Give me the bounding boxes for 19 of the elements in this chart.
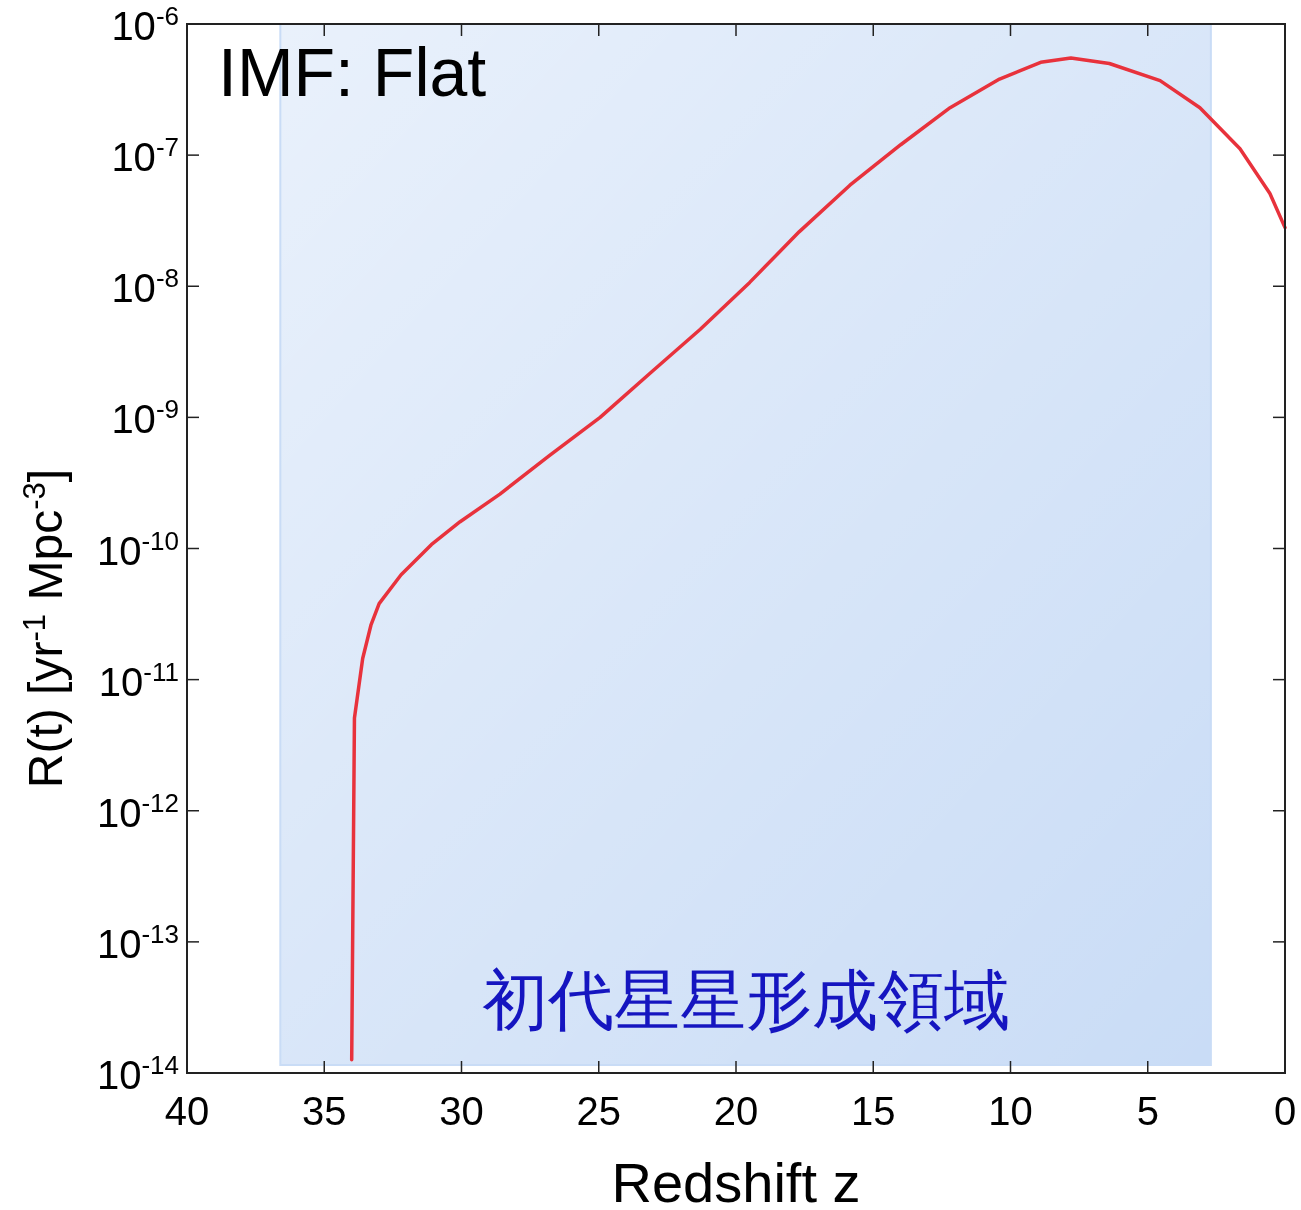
- x-axis-title: Redshift z: [611, 1151, 861, 1210]
- y-tick-label: 10$^{-9}$: [111, 394, 179, 442]
- x-tick-label: 5: [1136, 1089, 1159, 1133]
- x-tick-label: 0: [1273, 1089, 1297, 1133]
- y-tick-label: 10$^{-7}$: [111, 132, 179, 180]
- x-tick-label: 30: [439, 1089, 484, 1133]
- y-tick-label: 10$^{-11}$: [98, 656, 179, 704]
- x-tick-label: 15: [851, 1089, 896, 1133]
- chart-title: IMF: Flat: [218, 34, 487, 110]
- y-tick-label: 10$^{-8}$: [111, 263, 179, 311]
- y-tick-label: 10$^{-13}$: [96, 918, 179, 966]
- y-tick-label: 10$^{-6}$: [111, 1, 179, 48]
- y-tick-label: 10$^{-12}$: [96, 787, 179, 835]
- x-tick-label: 25: [576, 1089, 621, 1133]
- x-tick-label: 10: [988, 1089, 1033, 1133]
- x-tick-label: 35: [302, 1089, 347, 1133]
- band-label: 初代星星形成領域: [481, 962, 1010, 1039]
- y-tick-label: 10$^{-10}$: [96, 525, 179, 573]
- x-tick-label: 20: [713, 1089, 759, 1133]
